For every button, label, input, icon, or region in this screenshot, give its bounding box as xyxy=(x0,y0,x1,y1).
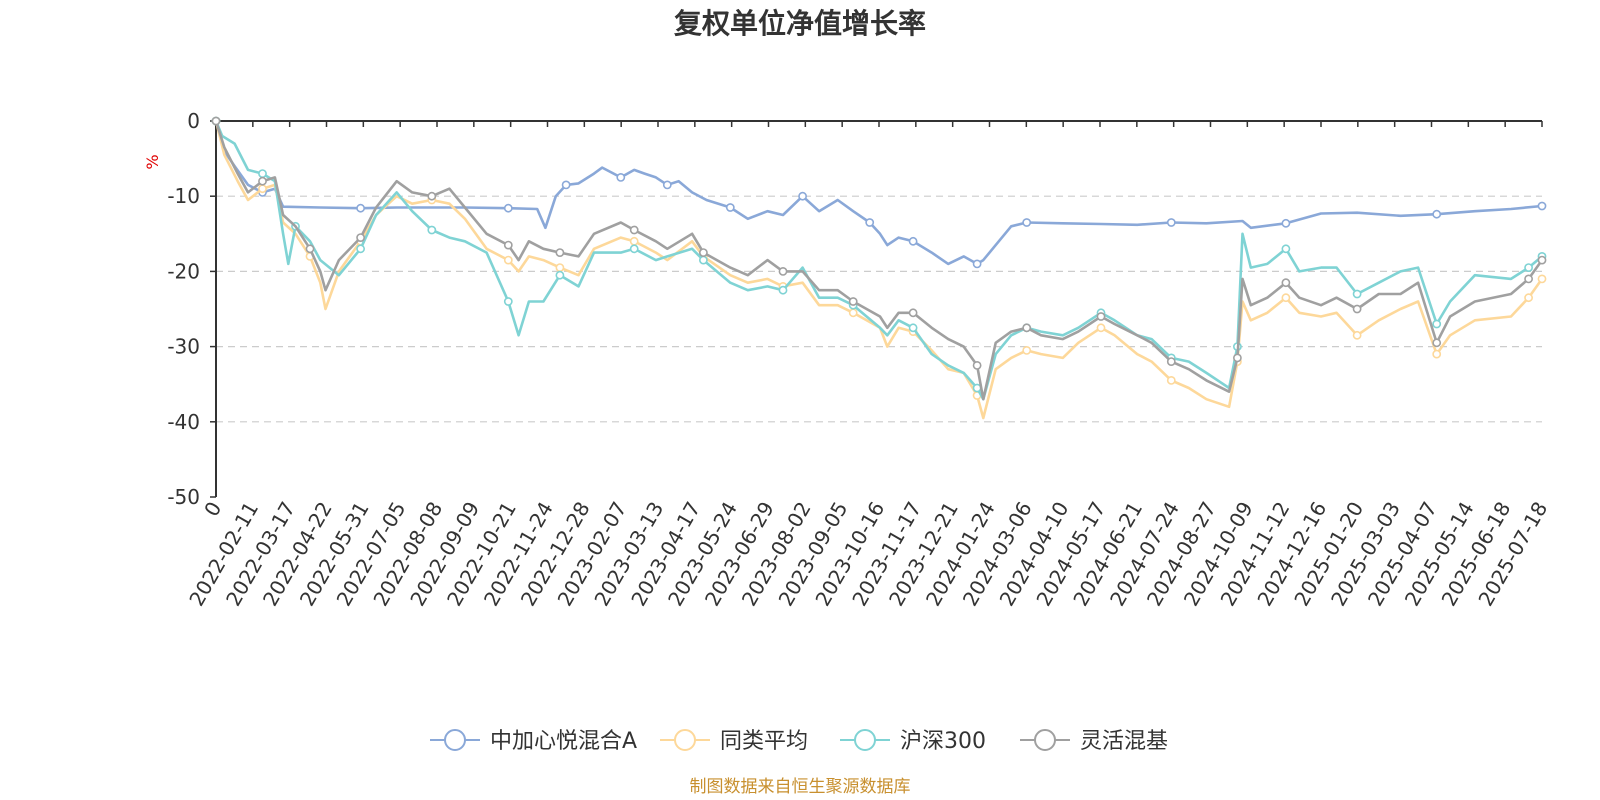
y-tick-label: -40 xyxy=(167,410,200,434)
y-axis-unit: % xyxy=(143,154,162,169)
data-point xyxy=(1096,312,1106,321)
x-tick-label: 0 xyxy=(199,498,226,521)
legend-item[interactable]: 沪深300 xyxy=(840,729,986,754)
data-point xyxy=(555,270,565,280)
y-tick-label: -20 xyxy=(167,259,200,283)
data-point xyxy=(503,297,513,306)
data-point xyxy=(356,203,365,213)
data-point xyxy=(972,360,982,370)
data-point xyxy=(616,172,626,182)
data-point xyxy=(503,240,513,250)
data-point xyxy=(1537,201,1547,211)
data-point xyxy=(1432,338,1442,348)
data-point xyxy=(1352,289,1362,299)
data-point xyxy=(561,180,571,190)
data-point xyxy=(778,285,788,295)
y-tick-label: -50 xyxy=(167,485,200,509)
chart-title: 复权单位净值增长率 xyxy=(674,7,926,40)
legend-marker xyxy=(854,729,876,751)
y-tick-label: -30 xyxy=(167,335,200,359)
series-line xyxy=(214,120,1543,401)
data-point xyxy=(848,308,858,318)
data-point xyxy=(1166,218,1176,227)
data-point xyxy=(1022,218,1032,227)
series-line xyxy=(214,120,1544,420)
legend-item[interactable]: 同类平均 xyxy=(660,729,808,754)
data-point xyxy=(1352,304,1362,314)
data-point xyxy=(1096,323,1106,333)
data-source-note: 制图数据来自恒生聚源数据库 xyxy=(690,777,911,797)
data-point xyxy=(908,236,918,246)
data-point xyxy=(356,244,365,254)
data-point xyxy=(725,203,735,212)
legend-marker xyxy=(1034,729,1056,751)
data-point xyxy=(356,233,365,242)
data-point xyxy=(503,255,513,265)
data-point xyxy=(699,248,708,257)
data-point xyxy=(908,323,918,333)
data-point xyxy=(1281,293,1291,303)
data-point xyxy=(1166,357,1176,366)
data-point xyxy=(662,180,672,190)
data-point xyxy=(1537,255,1547,265)
data-point xyxy=(629,225,639,235)
data-point xyxy=(427,225,437,235)
data-point xyxy=(1524,263,1533,272)
data-point xyxy=(1524,274,1533,284)
grid-lines xyxy=(216,195,1542,423)
data-point xyxy=(1281,278,1291,288)
series-line xyxy=(214,120,1544,401)
data-point xyxy=(258,176,267,186)
data-point xyxy=(1432,319,1442,329)
data-point xyxy=(699,255,708,265)
series-3 xyxy=(211,116,1547,401)
series-2 xyxy=(211,116,1547,401)
data-point xyxy=(972,259,982,269)
data-point xyxy=(427,191,437,201)
data-point xyxy=(258,169,267,178)
data-point xyxy=(778,266,788,276)
legend-item[interactable]: 中加心悦混合A xyxy=(430,729,637,754)
data-point xyxy=(305,244,315,254)
data-point xyxy=(211,116,221,126)
legend-marker xyxy=(674,729,696,751)
data-point xyxy=(1022,345,1032,355)
axes: 0-10-20-30-40-5002022-02-112022-03-17202… xyxy=(167,109,1552,610)
legend-marker xyxy=(444,729,466,751)
legend-item[interactable]: 灵活混基 xyxy=(1020,729,1168,754)
data-point xyxy=(1352,330,1362,340)
data-point xyxy=(629,244,639,254)
data-point xyxy=(1432,349,1442,359)
legend-label: 灵活混基 xyxy=(1080,729,1168,754)
data-point xyxy=(629,236,639,246)
data-point xyxy=(865,218,875,227)
data-point xyxy=(555,248,565,257)
y-tick-label: 0 xyxy=(187,109,200,133)
data-point xyxy=(798,191,807,201)
data-point xyxy=(555,263,565,272)
series-line xyxy=(214,120,1543,266)
y-tick-label: -10 xyxy=(167,184,200,208)
data-point xyxy=(1022,323,1032,333)
data-point xyxy=(1233,353,1242,363)
data-point xyxy=(1524,293,1533,303)
legend-label: 中加心悦混合A xyxy=(490,729,637,754)
data-point xyxy=(1537,274,1547,284)
series-1 xyxy=(211,116,1547,420)
data-point xyxy=(258,184,267,194)
data-point xyxy=(908,308,918,318)
legend-label: 同类平均 xyxy=(720,729,808,754)
data-point xyxy=(1432,209,1442,219)
legend-label: 沪深300 xyxy=(900,729,986,754)
data-point xyxy=(1281,244,1291,254)
legend[interactable]: 中加心悦混合A 同类平均 沪深300 灵活混基 xyxy=(430,729,1168,754)
data-point xyxy=(503,203,513,213)
data-point xyxy=(1166,375,1176,385)
data-point xyxy=(848,297,858,306)
series-lines xyxy=(211,116,1547,420)
data-point xyxy=(1281,218,1291,228)
